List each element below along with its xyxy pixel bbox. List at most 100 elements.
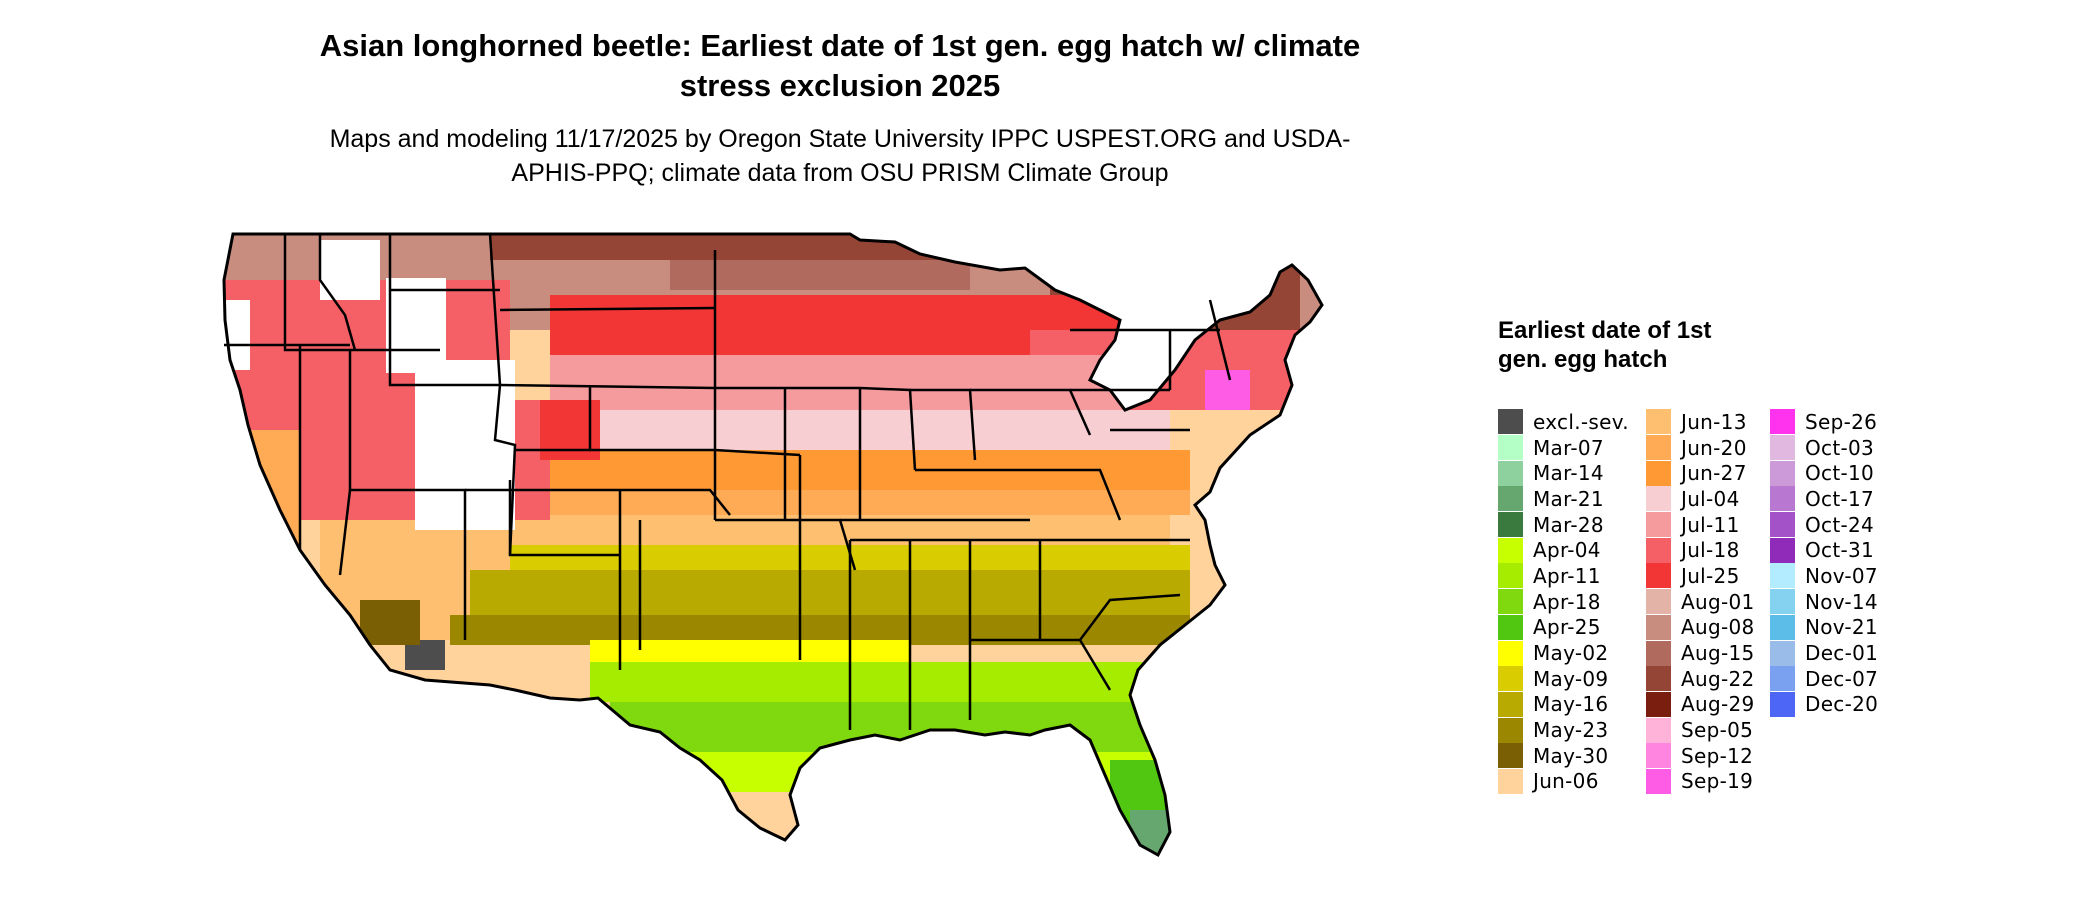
legend-label: Jun-27 xyxy=(1681,461,1747,486)
legend: excl.-sev. Mar-07 Mar-14 Mar-21 Mar-28 Apr-04… xyxy=(1498,409,1900,794)
legend-label: Nov-07 xyxy=(1805,563,1878,588)
legend-label: Jul-25 xyxy=(1681,563,1740,588)
legend-label: excl.-sev. xyxy=(1533,409,1629,434)
legend-swatch xyxy=(1498,486,1523,512)
legend-label: Sep-12 xyxy=(1681,743,1754,768)
zone-may-16 xyxy=(470,570,1190,615)
legend-item: Aug-29 xyxy=(1646,691,1770,718)
zone-jul-04 xyxy=(530,410,1170,450)
legend-item: May-16 xyxy=(1498,691,1646,718)
legend-swatch xyxy=(1770,589,1795,615)
us-hatch-date-map xyxy=(222,232,1324,857)
legend-title: Earliest date of 1st gen. egg hatch xyxy=(1498,317,1712,373)
legend-item: Oct-10 xyxy=(1770,460,1900,486)
legend-label: Apr-18 xyxy=(1533,589,1601,614)
legend-swatch xyxy=(1498,717,1523,743)
legend-item: Aug-15 xyxy=(1646,640,1770,666)
legend-swatch xyxy=(1646,640,1671,666)
legend-label: Sep-26 xyxy=(1805,409,1878,434)
zone-may-30 xyxy=(360,600,420,645)
legend-item: excl.-sev. xyxy=(1498,409,1646,435)
legend-swatch xyxy=(1770,691,1795,717)
legend-item: May-09 xyxy=(1498,666,1646,692)
legend-label: Oct-17 xyxy=(1805,486,1875,511)
legend-label: Oct-10 xyxy=(1805,461,1875,486)
legend-label: Apr-04 xyxy=(1533,538,1601,563)
legend-label: Oct-24 xyxy=(1805,512,1875,537)
legend-item: Nov-21 xyxy=(1770,614,1900,641)
zone-jul-11 xyxy=(550,355,1130,410)
legend-swatch xyxy=(1646,563,1671,589)
legend-item: Oct-17 xyxy=(1770,486,1900,512)
legend-swatch xyxy=(1770,460,1795,486)
zone-white-mt xyxy=(320,240,380,300)
zone-aug-22 xyxy=(490,234,1050,260)
legend-item: Apr-25 xyxy=(1498,614,1646,641)
legend-label: Sep-19 xyxy=(1681,769,1754,794)
legend-swatch xyxy=(1770,537,1795,563)
legend-item: Mar-07 xyxy=(1498,435,1646,461)
legend-item: Oct-03 xyxy=(1770,435,1900,461)
legend-swatch xyxy=(1646,717,1671,743)
legend-swatch xyxy=(1646,512,1671,538)
legend-item: Jun-06 xyxy=(1498,768,1646,795)
legend-swatch xyxy=(1498,435,1523,461)
legend-swatch xyxy=(1498,768,1523,794)
legend-swatch xyxy=(1646,589,1671,615)
legend-label: Sep-05 xyxy=(1681,718,1754,743)
legend-item: Aug-08 xyxy=(1646,614,1770,641)
legend-label: Aug-08 xyxy=(1681,615,1755,640)
legend-swatch xyxy=(1498,691,1523,717)
zone-aug-15 xyxy=(670,260,970,290)
zone-sep-19-me xyxy=(1205,370,1250,410)
legend-item: Apr-18 xyxy=(1498,589,1646,615)
legend-label: Aug-29 xyxy=(1681,692,1755,717)
legend-item: Sep-19 xyxy=(1646,768,1770,795)
zone-apr-11 xyxy=(590,662,1190,702)
legend-swatch xyxy=(1770,640,1795,666)
legend-swatch xyxy=(1498,563,1523,589)
legend-swatch xyxy=(1646,486,1671,512)
legend-item: Sep-05 xyxy=(1646,717,1770,743)
legend-label: Mar-07 xyxy=(1533,435,1604,460)
legend-label: Dec-07 xyxy=(1805,666,1879,691)
legend-swatch xyxy=(1498,512,1523,538)
legend-label: Jun-20 xyxy=(1681,435,1747,460)
legend-item: Apr-04 xyxy=(1498,537,1646,563)
legend-label: Aug-15 xyxy=(1681,641,1755,666)
legend-swatch xyxy=(1646,768,1671,794)
legend-label: May-09 xyxy=(1533,666,1609,691)
legend-label: Oct-31 xyxy=(1805,538,1875,563)
legend-label: May-30 xyxy=(1533,743,1609,768)
legend-label: May-16 xyxy=(1533,692,1609,717)
legend-label: Nov-14 xyxy=(1805,589,1878,614)
legend-swatch xyxy=(1646,614,1671,640)
legend-label: Jul-04 xyxy=(1681,486,1740,511)
legend-item: Oct-24 xyxy=(1770,512,1900,538)
legend-item: Jun-20 xyxy=(1646,435,1770,461)
legend-swatch xyxy=(1646,537,1671,563)
legend-item: Mar-14 xyxy=(1498,460,1646,486)
legend-swatch xyxy=(1498,614,1523,640)
legend-swatch xyxy=(1498,409,1523,435)
legend-label: Oct-03 xyxy=(1805,435,1875,460)
legend-item: Oct-31 xyxy=(1770,537,1900,563)
legend-swatch xyxy=(1770,512,1795,538)
legend-item: Jul-04 xyxy=(1646,486,1770,512)
legend-label: Apr-11 xyxy=(1533,563,1601,588)
legend-item: Sep-26 xyxy=(1770,409,1900,435)
zone-mar-21-fl xyxy=(1130,810,1190,855)
legend-swatch xyxy=(1770,666,1795,692)
legend-label: Apr-25 xyxy=(1533,615,1601,640)
legend-label: Jun-13 xyxy=(1681,409,1747,434)
legend-label: May-23 xyxy=(1533,718,1609,743)
legend-label: Aug-22 xyxy=(1681,666,1755,691)
legend-swatch xyxy=(1646,691,1671,717)
map-title: Asian longhorned beetle: Earliest date o… xyxy=(319,28,1361,103)
legend-swatch xyxy=(1770,486,1795,512)
legend-label: Jun-06 xyxy=(1533,769,1599,794)
legend-item: Aug-01 xyxy=(1646,589,1770,615)
zone-white-wy xyxy=(386,278,446,373)
legend-label: Mar-28 xyxy=(1533,512,1604,537)
map-subtitle: Maps and modeling 11/17/2025 by Oregon S… xyxy=(329,125,1351,187)
